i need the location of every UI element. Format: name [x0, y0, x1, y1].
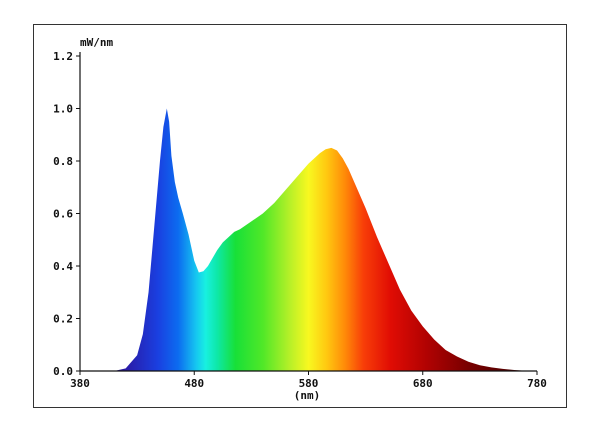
y-tick-label: 0.8: [53, 155, 73, 168]
x-tick-label: 380: [70, 377, 90, 390]
x-tick-label: 780: [527, 377, 547, 390]
y-axis-label: mW/nm: [80, 36, 113, 49]
x-axis-label: (nm): [294, 389, 321, 402]
y-tick-label: 1.0: [53, 103, 73, 116]
y-tick-label: 0.4: [53, 260, 73, 273]
y-tick-label: 0.0: [53, 365, 73, 378]
y-tick-label: 1.2: [53, 50, 73, 63]
y-tick-label: 0.2: [53, 313, 73, 326]
x-tick-label: 680: [413, 377, 433, 390]
x-tick-label: 480: [184, 377, 204, 390]
spectrum-area: [80, 108, 537, 371]
x-tick-label: 580: [299, 377, 319, 390]
y-tick-label: 0.6: [53, 208, 73, 221]
